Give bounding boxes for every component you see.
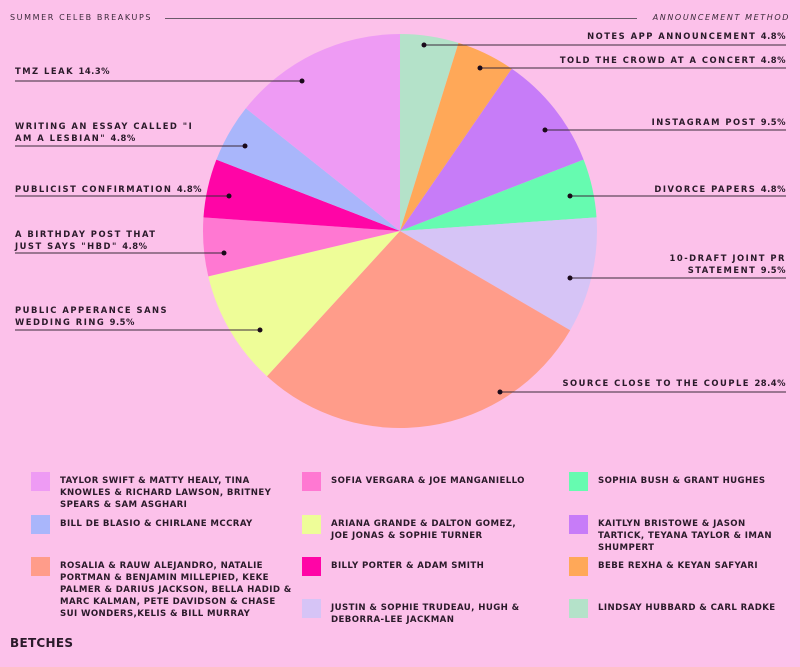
leader-dot [242, 143, 248, 149]
pie-slice [400, 42, 512, 231]
legend-text: SOFIA VERGARA & JOE MANGANIELLO [331, 476, 525, 486]
pie-slice [400, 34, 459, 231]
legend-text: LINDSAY HUBBARD & CARL RADKE [598, 603, 776, 613]
legend-item: BILLY PORTER & ADAM SMITH [302, 557, 532, 576]
pie-slice [266, 231, 571, 429]
chart-subtitle: ANNOUNCEMENT METHOD [652, 13, 790, 22]
leader-dot [542, 127, 548, 133]
label-public: PUBLIC APPERANCE SANS WEDDING RING 9.5% [15, 305, 169, 327]
pie-slice [400, 159, 597, 231]
legend-swatch [569, 557, 588, 576]
legend-swatch [302, 515, 321, 534]
label-concert: TOLD THE CROWD AT A CONCERT 4.8% [559, 55, 786, 65]
legend-item: SOPHIA BUSH & GRANT HUGHES [569, 472, 794, 491]
pie-slice [203, 217, 400, 277]
label-publicist: PUBLICIST CONFIRMATION 4.8% [15, 184, 203, 194]
pie-slice [216, 108, 400, 231]
leader-dot [497, 389, 503, 395]
label-essay: WRITING AN ESSAY CALLED "I AM A LESBIAN"… [15, 121, 194, 143]
legend-text: ROSALIA & RAUW ALEJANDRO, NATALIE PORTMA… [60, 561, 292, 619]
legend-swatch [31, 515, 50, 534]
leader-dot [226, 193, 232, 199]
label-pr: 10-DRAFT JOINT PR STATEMENT 9.5% [669, 253, 786, 275]
pie-slice [400, 68, 584, 232]
legend-item: SOFIA VERGARA & JOE MANGANIELLO [302, 472, 532, 491]
leader-dot [299, 78, 305, 84]
leader-dot [421, 42, 427, 48]
pie-slice [245, 34, 400, 231]
pie-slice [400, 217, 597, 331]
leader-dot [477, 65, 483, 71]
legend-swatch [31, 557, 50, 576]
legend-swatch [569, 472, 588, 491]
pie-slice [208, 231, 400, 377]
label-birthday: A BIRTHDAY POST THAT JUST SAYS "HBD" 4.8… [15, 229, 157, 251]
header-divider [165, 18, 637, 19]
label-source: SOURCE CLOSE TO THE COUPLE 28.4% [562, 378, 786, 388]
legend-swatch [31, 472, 50, 491]
legend-text: BILLY PORTER & ADAM SMITH [331, 561, 485, 571]
legend-item: ARIANA GRANDE & DALTON GOMEZ, JOE JONAS … [302, 515, 532, 542]
betches-logo: BETCHES [10, 636, 74, 650]
pie-slice [203, 159, 400, 231]
leader-dot [257, 327, 263, 333]
legend-swatch [302, 472, 321, 491]
legend-text: ARIANA GRANDE & DALTON GOMEZ, JOE JONAS … [331, 519, 517, 541]
legend-swatch [569, 515, 588, 534]
legend-swatch [302, 557, 321, 576]
label-notes: NOTES APP ANNOUNCEMENT 4.8% [587, 31, 786, 41]
legend-item: TAYLOR SWIFT & MATTY HEALY, TINA KNOWLES… [31, 472, 281, 511]
legend-item: KAITLYN BRISTOWE & JASON TARTICK, TEYANA… [569, 515, 794, 554]
legend-text: SOPHIA BUSH & GRANT HUGHES [598, 476, 766, 486]
leader-dot [567, 275, 573, 281]
legend-swatch [569, 599, 588, 618]
legend-item: JUSTIN & SOPHIE TRUDEAU, HUGH & DEBORRA-… [302, 599, 532, 626]
legend-text: KAITLYN BRISTOWE & JASON TARTICK, TEYANA… [598, 519, 772, 553]
legend-item: ROSALIA & RAUW ALEJANDRO, NATALIE PORTMA… [31, 557, 293, 620]
label-instagram: INSTAGRAM POST 9.5% [651, 117, 786, 127]
legend-text: TAYLOR SWIFT & MATTY HEALY, TINA KNOWLES… [60, 476, 272, 510]
leader-dot [567, 193, 573, 199]
label-divorce: DIVORCE PAPERS 4.8% [654, 184, 786, 194]
leader-dot [221, 250, 227, 256]
legend-item: BEBE REXHA & KEYAN SAFYARI [569, 557, 794, 576]
legend-item: LINDSAY HUBBARD & CARL RADKE [569, 599, 794, 618]
legend-text: BEBE REXHA & KEYAN SAFYARI [598, 561, 759, 571]
legend-swatch [302, 599, 321, 618]
chart-title: SUMMER CELEB BREAKUPS [10, 13, 153, 22]
label-tmz: TMZ LEAK 14.3% [15, 66, 111, 76]
legend-text: BILL DE BLASIO & CHIRLANE MCCRAY [60, 519, 253, 529]
legend-item: BILL DE BLASIO & CHIRLANE MCCRAY [31, 515, 281, 534]
legend-text: JUSTIN & SOPHIE TRUDEAU, HUGH & DEBORRA-… [331, 603, 520, 625]
